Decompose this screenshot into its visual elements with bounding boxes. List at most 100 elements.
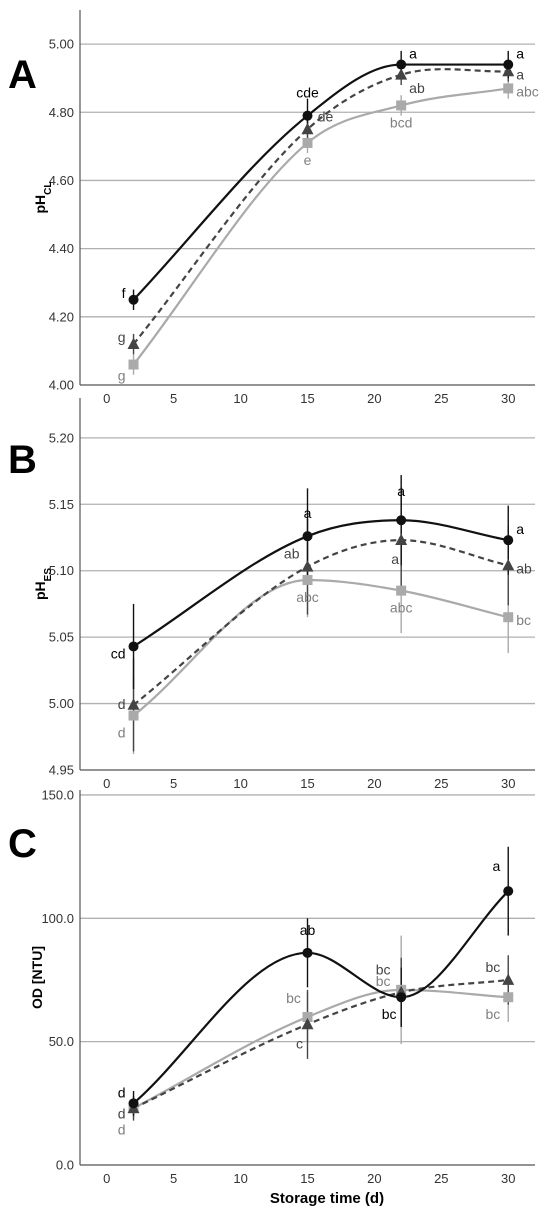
panel-b-significance-label: bc <box>516 612 531 628</box>
panel-a-circle-point <box>128 294 139 305</box>
panel-c-y-tick-label: 150.0 <box>41 787 74 802</box>
panel-a-significance-label: f <box>122 285 126 301</box>
panel-b-significance-label: a <box>304 505 312 521</box>
panel-a-y-axis-label-subscript: CL <box>43 181 54 194</box>
panel-c-significance-label: c <box>296 1035 303 1051</box>
panel-c-circle-series-line <box>132 890 510 1105</box>
panel-c-x-tick-label: 20 <box>367 1171 381 1186</box>
panel-a-significance-label: g <box>118 368 126 384</box>
panel-c-letter: C <box>8 822 37 866</box>
panel-b-significance-label: abc <box>296 589 319 605</box>
panel-a-square-series-line <box>132 87 509 366</box>
panel-a-significance-label: a <box>516 46 524 62</box>
panel-a-x-tick-label: 20 <box>367 391 381 406</box>
x-axis-label: Storage time (d) <box>270 1190 384 1207</box>
panel-b-significance-label: d <box>118 696 126 712</box>
panel-b-y-axis-label: pHES <box>32 568 54 600</box>
panel-b-y-axis-label-main: pH <box>32 581 48 600</box>
panel-b-significance-label: a <box>516 521 524 537</box>
panel-a-significance-label: ab <box>409 80 425 96</box>
panel-b-triangle-point <box>127 698 140 710</box>
panel-b-y-tick-label: 5.20 <box>49 430 74 445</box>
panel-b-triangle-point <box>301 560 314 572</box>
panel-a-significance-label: a <box>516 66 524 82</box>
panel-c-x-tick-label: 10 <box>233 1171 247 1186</box>
panel-a-circle-series-line <box>132 63 509 301</box>
panel-c-y-tick-label: 50.0 <box>49 1034 74 1049</box>
panel-a-square-point <box>302 137 313 148</box>
panel-b-significance-label: a <box>397 483 405 499</box>
panel-a-significance-label: cde <box>296 85 319 101</box>
panel-c-square-point <box>302 1011 313 1022</box>
panel-b: B 4.95 5.00 5.05 5.10 5.15 5.20 0 5 10 15 20 25 30 pHE… <box>8 398 535 791</box>
panel-c-significance-label: d <box>118 1105 126 1121</box>
panel-b-square-point <box>396 585 407 596</box>
panel-b-x-tick-label: 25 <box>434 776 448 791</box>
panel-c-significance-label: bc <box>485 1006 500 1022</box>
panel-b-circle-point <box>302 531 313 542</box>
panel-b-y-tick-label: 5.10 <box>49 563 74 578</box>
panel-c-circle-point <box>302 947 313 958</box>
panel-c-significance-label: bc <box>376 961 391 977</box>
panel-c-circle-point <box>503 886 514 897</box>
panel-a-significance-label: e <box>304 152 312 168</box>
panel-a-triangle-point <box>502 64 515 77</box>
panel-a-y-tick-label: 4.00 <box>49 378 74 393</box>
panel-b-square-series-line <box>132 578 509 717</box>
panel-a-letter: A <box>8 53 37 97</box>
panel-a-x-tick-label: 25 <box>434 391 448 406</box>
panel-b-square-point <box>503 612 514 623</box>
panel-c-y-tick-label: 100.0 <box>41 911 74 926</box>
panel-b-x-tick-label: 20 <box>367 776 381 791</box>
panel-b-square-point <box>302 575 313 586</box>
panel-a-significance-label: de <box>318 108 334 124</box>
panel-b-significance-label: d <box>118 725 126 741</box>
panel-a-triangle-series-line <box>132 68 509 345</box>
panel-c-significance-label: bc <box>376 973 391 989</box>
panel-c-triangle-series-line <box>133 978 509 1110</box>
panel-b-x-tick-label: 0 <box>103 776 110 791</box>
panel-b-significance-label: ab <box>284 546 300 562</box>
panel-b-significance-label: a <box>391 551 399 567</box>
panel-c-significance-label: a <box>492 858 500 874</box>
panel-b-x-tick-label: 10 <box>233 776 247 791</box>
panel-a-triangle-point <box>127 337 140 349</box>
panel-b-y-axis-label-subscript: ES <box>43 568 54 582</box>
panel-a-significance-label: bcd <box>390 114 413 130</box>
panel-b-circle-point <box>128 641 139 652</box>
panel-b-y-tick-label: 5.15 <box>49 497 74 512</box>
panel-b-significance-label: abc <box>390 600 413 616</box>
panel-c-y-axis-label: OD [NTU] <box>29 946 45 1009</box>
panel-b-significance-label: cd <box>111 645 126 661</box>
panel-c-significance-label: bc <box>286 990 301 1006</box>
panel-c-triangle-point <box>502 973 515 985</box>
panel-a-x-tick-label: 15 <box>300 391 314 406</box>
panel-b-circle-point <box>503 535 514 546</box>
panel-c-significance-label: bc <box>485 959 500 975</box>
panel-c-triangle-point <box>301 1017 314 1030</box>
panel-a-square-point <box>396 100 407 111</box>
panel-c-x-tick-label: 5 <box>170 1171 177 1186</box>
panel-c-circle-point <box>128 1098 139 1109</box>
panel-a-triangle-point <box>395 68 408 80</box>
panel-c-significance-label: d <box>118 1084 126 1100</box>
panel-b-triangle-point <box>502 558 515 571</box>
panel-c-x-tick-label: 0 <box>103 1171 110 1186</box>
panel-a-y-axis-label-main: pH <box>32 195 48 214</box>
panel-a-y-tick-label: 4.60 <box>49 173 74 188</box>
panel-c-x-tick-label: 15 <box>300 1171 314 1186</box>
panel-a-significance-label: abc <box>516 83 539 99</box>
panel-a-x-tick-label: 5 <box>170 391 177 406</box>
panel-a-triangle-point <box>301 122 314 135</box>
panel-c-y-tick-label: 0.0 <box>56 1158 74 1173</box>
panel-b-circle-point <box>396 515 407 526</box>
panel-a-x-tick-label: 10 <box>233 391 247 406</box>
panel-c-square-series-line <box>133 988 509 1110</box>
panel-c-significance-label: ab <box>300 922 316 938</box>
panel-b-circle-series-line <box>132 519 509 648</box>
panel-c-y-axis-label-main: OD [NTU] <box>29 946 45 1009</box>
panel-c-square-point <box>503 992 514 1003</box>
panel-b-triangle-series-line <box>132 539 509 706</box>
panel-b-y-tick-label: 5.05 <box>49 630 74 645</box>
